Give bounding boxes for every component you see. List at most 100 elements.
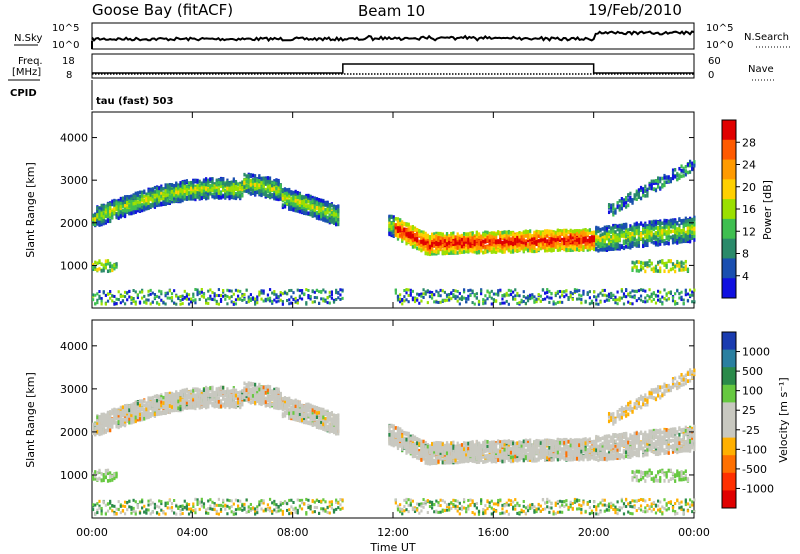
power-cell (249, 174, 252, 178)
power-cell (162, 187, 165, 191)
power-cell (335, 291, 338, 295)
power-cell (151, 194, 154, 199)
power-cell (439, 247, 442, 252)
power-cell (187, 191, 191, 195)
power-cell (595, 295, 598, 299)
power-cell (98, 259, 101, 263)
power-cell (305, 193, 308, 198)
power-cell (582, 240, 585, 244)
power-cell (281, 188, 284, 192)
power-cell (492, 234, 496, 238)
power-cell (179, 181, 182, 185)
power-cell (443, 247, 446, 251)
power-cell (181, 294, 184, 298)
power-cell (158, 295, 161, 299)
power-cell (132, 202, 135, 207)
power-cell (388, 228, 391, 232)
power-cell (123, 290, 127, 294)
power-cell (607, 203, 611, 207)
power-cell (482, 302, 485, 306)
power-cell (456, 232, 459, 236)
power-cell (390, 226, 393, 231)
power-cell (625, 288, 628, 292)
power-cell (247, 184, 250, 189)
power-cell (222, 288, 225, 292)
power-cell (215, 191, 218, 196)
power-cell (258, 191, 261, 195)
power-cell (311, 199, 314, 204)
power-cell (537, 230, 540, 234)
power-cell (143, 190, 146, 195)
power-cell (569, 228, 572, 233)
power-cell (533, 249, 536, 254)
power-cell (132, 297, 135, 301)
power-cell (494, 233, 498, 237)
power-cell (277, 299, 280, 303)
power-cell (520, 300, 523, 304)
power-cell (102, 268, 105, 273)
power-cell (610, 295, 613, 299)
power-cell (452, 288, 455, 292)
power-cell (183, 289, 186, 293)
power-cell (173, 199, 176, 204)
power-cell (418, 232, 421, 237)
power-cell (509, 289, 513, 293)
power-cell (597, 241, 600, 245)
power-cell (98, 221, 101, 225)
power-cell (627, 198, 630, 202)
power-cell (407, 300, 410, 304)
power-cell (595, 302, 598, 306)
power-cell (573, 234, 577, 239)
power-cell (166, 183, 169, 187)
power-cell (426, 289, 429, 293)
power-cell (571, 229, 574, 234)
power-cell (635, 265, 638, 269)
power-cell (546, 295, 549, 299)
power-cell (614, 246, 617, 251)
power-cell (294, 201, 297, 205)
power-cell (296, 208, 299, 213)
power-cell (462, 235, 466, 240)
power-cell (132, 195, 135, 199)
power-cell (544, 229, 547, 233)
power-cell (211, 180, 214, 184)
power-cell (173, 301, 176, 305)
power-cell (505, 236, 508, 240)
power-cell (330, 296, 333, 300)
power-cell (326, 215, 329, 220)
power-cell (211, 297, 214, 301)
power-cell (509, 237, 513, 241)
power-cell (111, 268, 114, 273)
power-cell (627, 244, 630, 249)
power-cell (113, 300, 116, 304)
power-cell (260, 297, 263, 301)
power-cell (115, 212, 118, 216)
power-cell (567, 238, 570, 243)
power-cell (433, 300, 436, 304)
power-cell (537, 242, 540, 247)
power-cell (192, 299, 195, 303)
power-cell (503, 248, 506, 253)
power-cell (471, 289, 474, 293)
power-cell (230, 300, 233, 304)
power-cell (431, 249, 434, 254)
power-cell (405, 288, 408, 292)
power-cell (484, 299, 487, 303)
power-cell (322, 206, 325, 211)
power-cell (170, 189, 174, 194)
power-data-cells (92, 159, 696, 306)
power-cell (158, 196, 161, 200)
power-cell (575, 238, 579, 242)
power-cell (226, 192, 229, 196)
power-cell (130, 197, 133, 201)
power-cell (563, 228, 566, 233)
power-cell (452, 235, 455, 239)
cpid-label: CPID (10, 88, 37, 99)
power-cell (416, 227, 419, 232)
power-cell (190, 190, 193, 195)
power-cell (497, 291, 500, 295)
power-cell (595, 232, 598, 237)
power-cell (556, 232, 559, 237)
power-cell (100, 302, 103, 306)
power-cell (303, 292, 306, 296)
